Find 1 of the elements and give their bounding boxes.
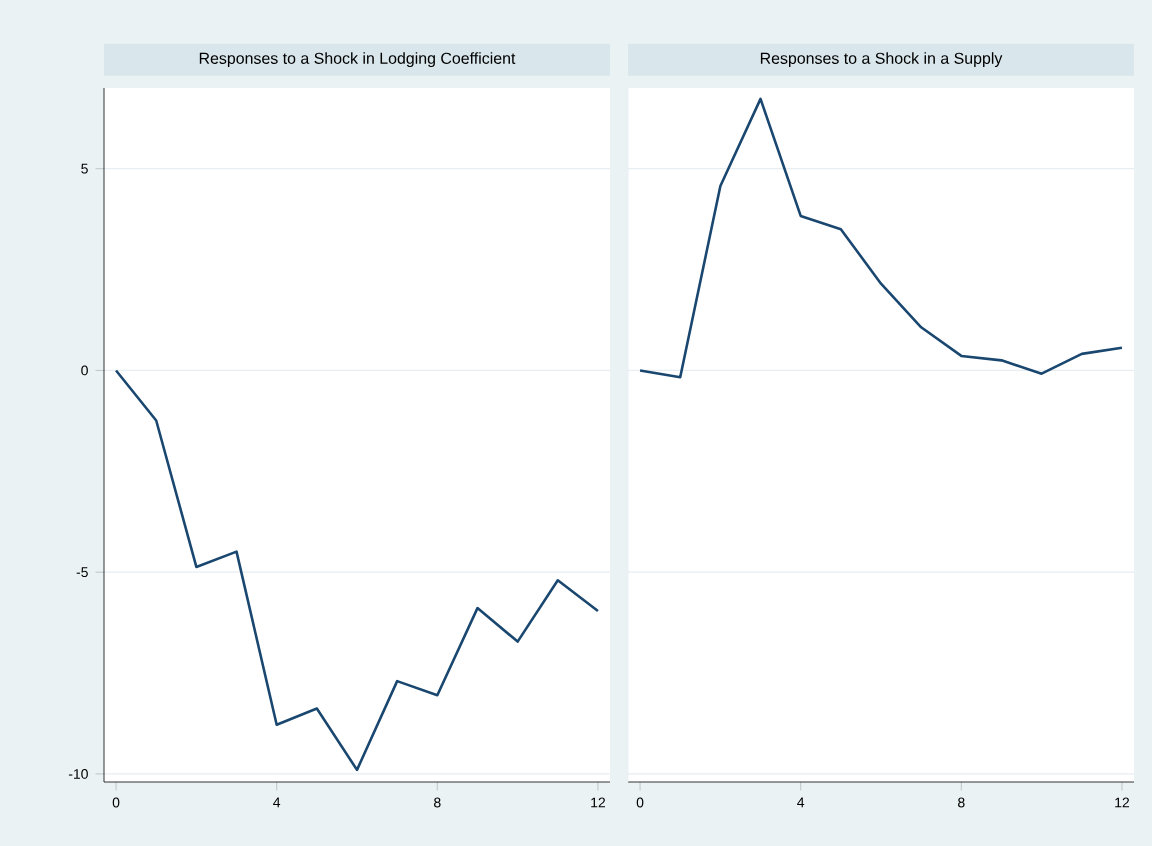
line-series	[114, 369, 600, 772]
